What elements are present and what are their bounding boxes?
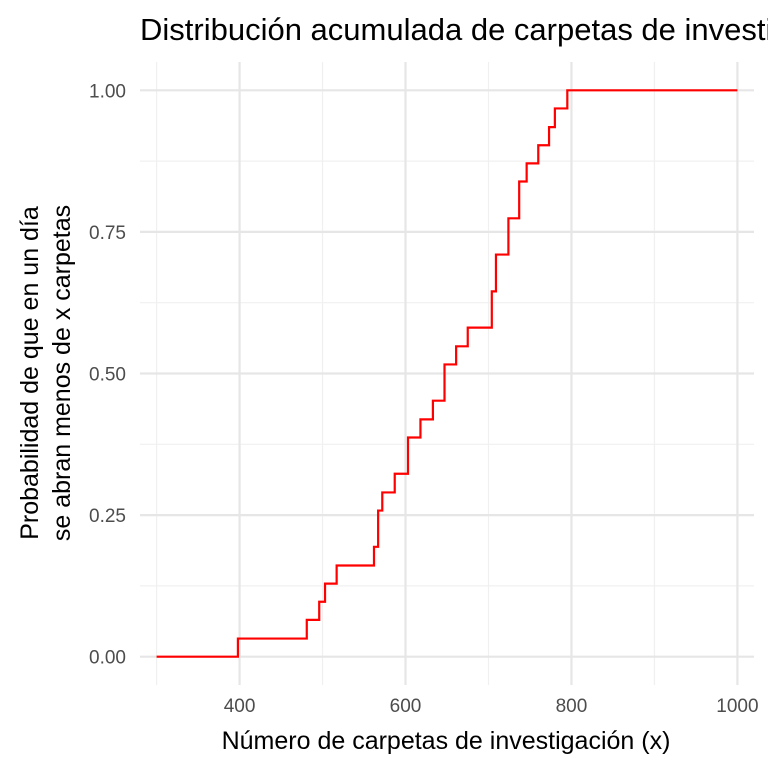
y-tick-label-1: 0.25 — [89, 506, 126, 527]
series-0-step-line — [156, 89, 738, 658]
x-axis-title: Número de carpetas de investigación (x) — [222, 727, 671, 755]
x-tick-label-1: 600 — [390, 696, 422, 717]
y-tick-label-0: 0.00 — [89, 648, 126, 669]
x-tick-label-2: 800 — [556, 696, 588, 717]
x-tick-label-3: 1000 — [716, 696, 758, 717]
y-tick-label-2: 0.50 — [89, 365, 126, 386]
y-axis-title-line2: se abran menos de x carpetas — [48, 205, 76, 541]
y-tick-labels: 0.00 0.25 0.50 0.75 1.00 — [89, 81, 126, 668]
x-tick-labels: 400 600 800 1000 — [224, 696, 759, 717]
y-tick-label-3: 0.75 — [89, 223, 126, 244]
grid — [140, 62, 754, 685]
y-axis-title-line1: Probabilidad de que en un día — [16, 206, 44, 540]
x-tick-label-0: 400 — [224, 696, 256, 717]
series-group — [156, 89, 738, 658]
chart-title: Distribución acumulada de carpetas de in… — [140, 12, 768, 47]
y-tick-label-4: 1.00 — [89, 81, 126, 102]
